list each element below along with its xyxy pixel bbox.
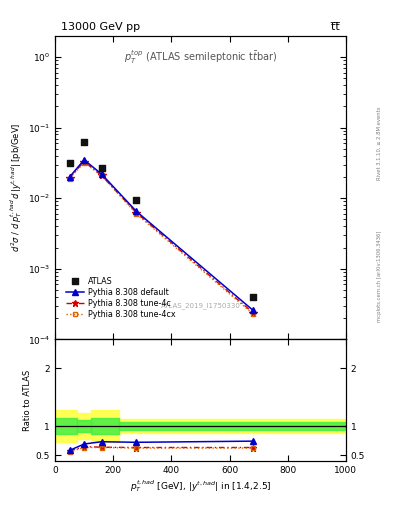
ATLAS (81, 138, 87, 146)
ATLAS (250, 293, 256, 301)
X-axis label: $p_T^{t,had}$ [GeV], $|y^{t,had}|$ in [1.4,2.5]: $p_T^{t,had}$ [GeV], $|y^{t,had}|$ in [1… (130, 479, 271, 495)
Pythia 8.308 tune-4c (250, 309, 255, 315)
Text: t̅t̅: t̅t̅ (331, 22, 340, 32)
Pythia 8.308 tune-4c (99, 173, 104, 179)
ATLAS (66, 159, 73, 167)
Pythia 8.308 tune-4cx (99, 173, 104, 179)
Pythia 8.308 default (250, 307, 255, 313)
ATLAS (98, 164, 105, 172)
Y-axis label: $d^2\sigma$ / $d\,p_T^{t,had}\,d\,|y^{t,had}|$ [pb/GeV]: $d^2\sigma$ / $d\,p_T^{t,had}\,d\,|y^{t,… (8, 123, 24, 252)
Pythia 8.308 default (99, 171, 104, 177)
Text: $p_T^{top}$ (ATLAS semileptonic t$\bar{t}$bar): $p_T^{top}$ (ATLAS semileptonic t$\bar{t… (124, 48, 277, 66)
Line: Pythia 8.308 default: Pythia 8.308 default (66, 157, 256, 313)
Pythia 8.308 default (82, 157, 86, 163)
Legend: ATLAS, Pythia 8.308 default, Pythia 8.308 tune-4c, Pythia 8.308 tune-4cx: ATLAS, Pythia 8.308 default, Pythia 8.30… (65, 275, 178, 320)
Pythia 8.308 tune-4c (82, 159, 86, 165)
Text: ATLAS_2019_I1750330: ATLAS_2019_I1750330 (160, 302, 241, 309)
Text: 13000 GeV pp: 13000 GeV pp (61, 22, 140, 32)
Text: mcplots.cern.ch [arXiv:1306.3436]: mcplots.cern.ch [arXiv:1306.3436] (377, 231, 382, 322)
Pythia 8.308 tune-4c (67, 175, 72, 181)
Pythia 8.308 tune-4cx (134, 211, 139, 217)
Line: Pythia 8.308 tune-4cx: Pythia 8.308 tune-4cx (67, 160, 255, 316)
ATLAS (133, 196, 140, 204)
Pythia 8.308 default (134, 208, 139, 215)
Pythia 8.308 tune-4cx (250, 311, 255, 317)
Pythia 8.308 tune-4c (134, 210, 139, 216)
Y-axis label: Ratio to ATLAS: Ratio to ATLAS (23, 370, 31, 431)
Pythia 8.308 tune-4cx (67, 176, 72, 182)
Line: Pythia 8.308 tune-4c: Pythia 8.308 tune-4c (66, 158, 257, 316)
Pythia 8.308 tune-4cx (82, 160, 86, 166)
Pythia 8.308 default (67, 174, 72, 180)
Text: Rivet 3.1.10, ≥ 2.8M events: Rivet 3.1.10, ≥ 2.8M events (377, 106, 382, 180)
